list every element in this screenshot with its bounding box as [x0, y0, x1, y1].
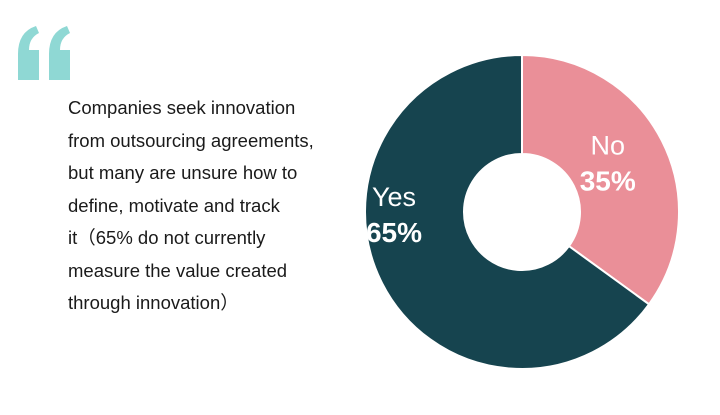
donut-labels: No 35% Yes 65% — [366, 130, 636, 248]
quote-text: Companies seek innovation from outsourci… — [68, 97, 314, 313]
donut-slices — [364, 53, 680, 370]
slice-value-yes: 65% — [366, 217, 422, 248]
quote-mark-icon — [18, 26, 70, 80]
slice-yes — [364, 53, 651, 370]
donut-chart: No 35% Yes 65% — [364, 53, 680, 370]
slice-no — [521, 53, 680, 306]
slice-label-yes: Yes — [372, 182, 416, 212]
slice-label-no: No — [590, 130, 625, 160]
slice-value-no: 35% — [580, 165, 636, 196]
